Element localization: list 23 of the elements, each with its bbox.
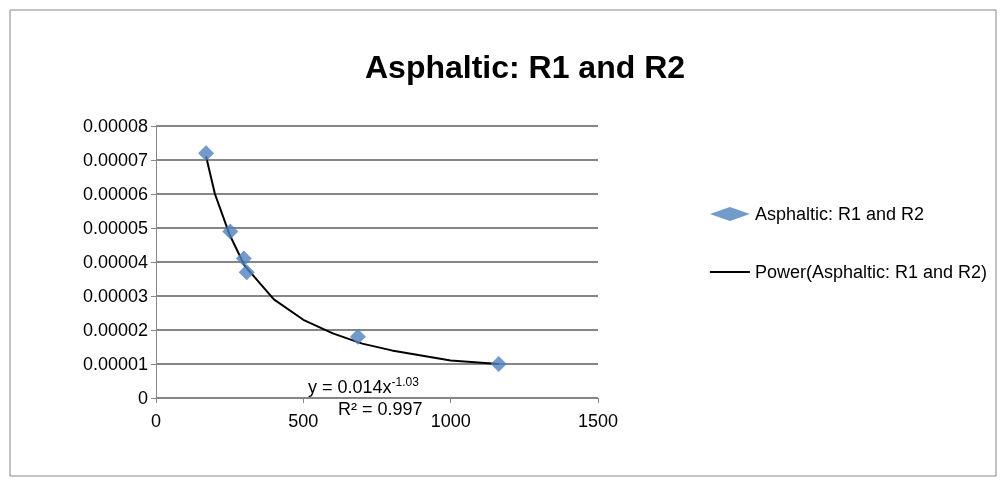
point <box>349 328 366 345</box>
y-tick-label: 0.00008 <box>82 116 148 136</box>
point <box>490 356 507 372</box>
y-tick-label: 0.00007 <box>82 150 148 170</box>
point <box>238 264 255 281</box>
chart-title: Asphaltic: R1 and R2 <box>364 49 686 85</box>
y-tick-label: 0.00003 <box>82 286 148 306</box>
x-tick-label: 1500 <box>577 411 619 431</box>
text: R² = 0.997 <box>338 399 423 419</box>
y-tick-label: 0.00005 <box>82 218 148 238</box>
legend-label: Asphaltic: R1 and R2 <box>754 204 924 224</box>
y-tick-label: 0.00002 <box>82 320 148 340</box>
y-tick-label: 0.00006 <box>82 184 148 204</box>
point <box>198 145 215 162</box>
y-tick-label: 0 <box>137 388 148 408</box>
y-tick-label: 0.00004 <box>82 252 148 272</box>
point <box>222 223 239 240</box>
x-tick-label: 0 <box>150 411 162 431</box>
x-tick-label: 500 <box>288 411 319 431</box>
y-tick-label: 0.00001 <box>82 354 148 374</box>
legend-label: Power(Asphaltic: R1 and R2) <box>754 262 988 282</box>
point <box>235 250 252 267</box>
x-tick-label: 1000 <box>430 411 471 431</box>
